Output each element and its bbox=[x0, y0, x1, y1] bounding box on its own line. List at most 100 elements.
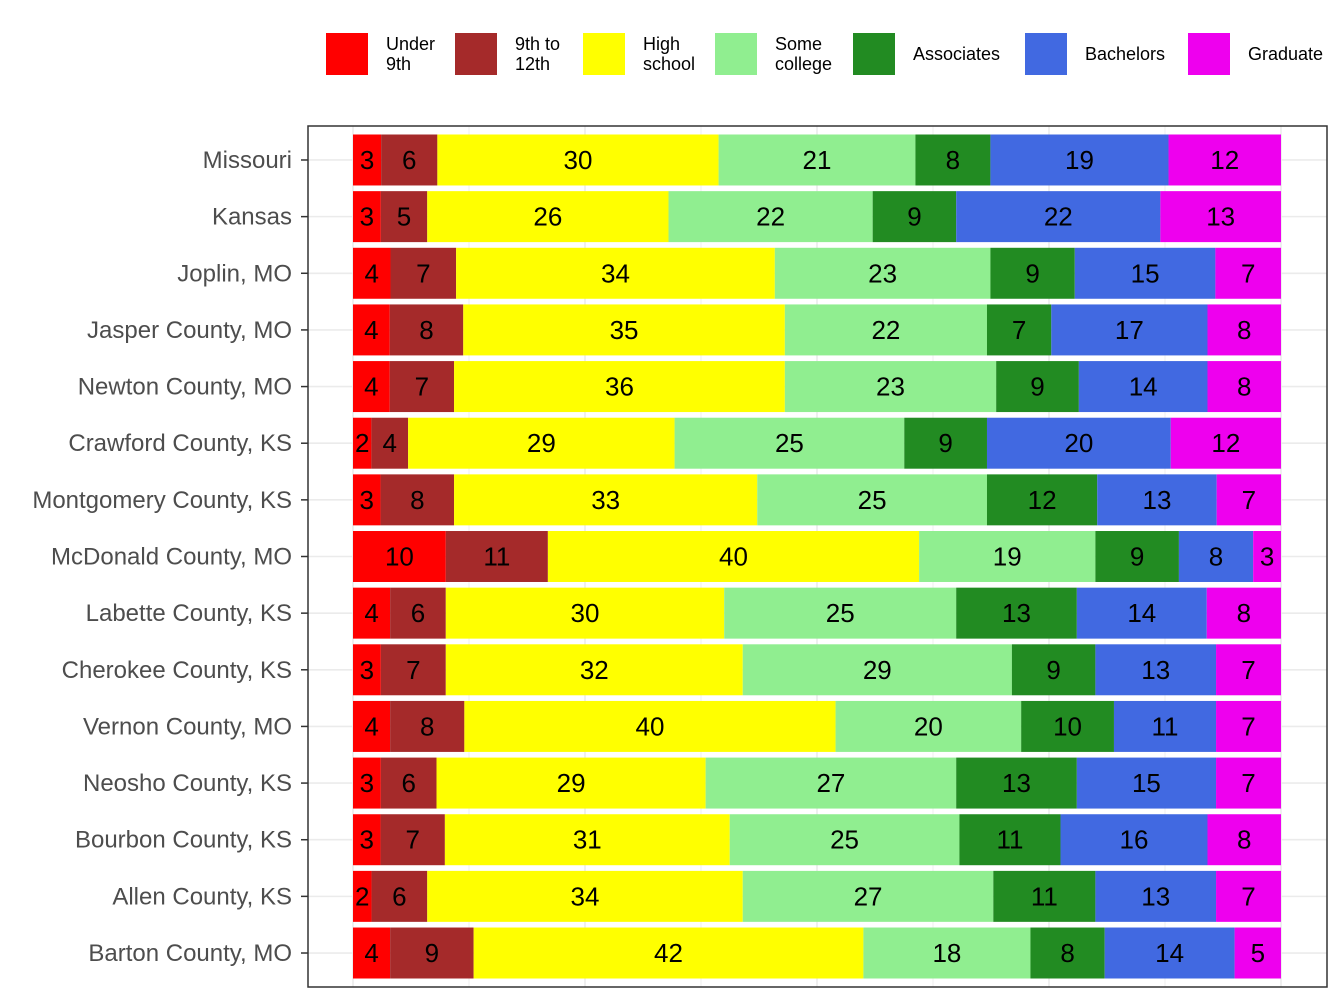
bar-value-label: 34 bbox=[601, 258, 630, 288]
bar-segment bbox=[1011, 644, 1096, 696]
bar-value-label: 13 bbox=[1002, 768, 1031, 798]
legend-label: Bachelors bbox=[1085, 44, 1165, 64]
bar-value-label: 9 bbox=[938, 428, 952, 458]
y-tick-label: McDonald County, MO bbox=[51, 544, 292, 571]
bar-segment bbox=[993, 870, 1096, 922]
bar-segment bbox=[454, 474, 758, 526]
bar-segment bbox=[1113, 700, 1217, 752]
bar-value-label: 4 bbox=[365, 258, 379, 288]
bar-value-label: 25 bbox=[830, 825, 859, 855]
bar-segment bbox=[1253, 531, 1281, 582]
y-tick-label: Bourbon County, KS bbox=[75, 827, 292, 854]
bar-value-label: 20 bbox=[914, 711, 943, 741]
bar-value-label: 14 bbox=[1127, 598, 1156, 628]
bar-value-label: 3 bbox=[360, 655, 374, 685]
bar-segment bbox=[1030, 927, 1105, 979]
bar-segment bbox=[1216, 474, 1281, 526]
bar-segment bbox=[1234, 927, 1281, 979]
bar-segment bbox=[724, 587, 957, 639]
bar-value-label: 7 bbox=[1241, 768, 1255, 798]
bar-value-label: 25 bbox=[858, 485, 887, 515]
bar-segment bbox=[390, 927, 474, 979]
bar-value-label: 2 bbox=[355, 428, 369, 458]
bar-value-label: 12 bbox=[1211, 428, 1240, 458]
bar-segment bbox=[445, 644, 743, 696]
bar-segment bbox=[353, 814, 381, 866]
legend-label: Associates bbox=[913, 44, 1000, 64]
bar-segment bbox=[1160, 191, 1281, 243]
bar-segment bbox=[353, 531, 446, 582]
bar-segment bbox=[390, 700, 465, 752]
bar-value-label: 10 bbox=[1053, 711, 1082, 741]
y-tick-label: Montgomery County, KS bbox=[32, 487, 292, 514]
bar-segment bbox=[353, 191, 381, 243]
bar-value-label: 4 bbox=[364, 598, 378, 628]
bar-segment bbox=[956, 757, 1077, 809]
bar-segment bbox=[1178, 531, 1254, 582]
bar-segment bbox=[547, 531, 920, 582]
y-tick-label: Crawford County, KS bbox=[68, 430, 292, 457]
bar-value-label: 23 bbox=[876, 372, 905, 402]
bar-segment bbox=[381, 134, 438, 186]
bar-value-label: 14 bbox=[1129, 372, 1158, 402]
bar-value-label: 8 bbox=[1237, 372, 1251, 402]
bar-segment bbox=[919, 531, 1096, 582]
bar-value-label: 8 bbox=[410, 485, 424, 515]
bar-segment bbox=[1216, 700, 1281, 752]
bar-segment bbox=[380, 644, 446, 696]
bar-segment bbox=[1095, 644, 1217, 696]
bar-value-label: 7 bbox=[1242, 485, 1256, 515]
bar-value-label: 42 bbox=[654, 938, 683, 968]
bar-value-label: 9 bbox=[425, 938, 439, 968]
bar-value-label: 21 bbox=[803, 145, 832, 175]
legend-key bbox=[326, 33, 368, 75]
bar-value-label: 7 bbox=[1241, 711, 1255, 741]
bar-segment bbox=[1060, 814, 1208, 866]
bar-segment bbox=[445, 531, 548, 582]
y-tick-label: Allen County, KS bbox=[112, 883, 292, 910]
y-tick-label: Missouri bbox=[203, 147, 292, 174]
bar-segment bbox=[380, 474, 455, 526]
bar-value-label: 22 bbox=[756, 202, 785, 232]
bar-value-label: 8 bbox=[420, 711, 434, 741]
bar-segment bbox=[380, 191, 428, 243]
bar-value-label: 25 bbox=[775, 428, 804, 458]
bar-value-label: 15 bbox=[1132, 768, 1161, 798]
bar-value-label: 11 bbox=[1152, 711, 1179, 741]
bar-segment bbox=[904, 417, 987, 469]
bar-value-label: 13 bbox=[1002, 598, 1031, 628]
bar-value-label: 11 bbox=[483, 542, 510, 572]
bar-segment bbox=[718, 134, 916, 186]
bar-value-label: 12 bbox=[1028, 485, 1057, 515]
bar-value-label: 8 bbox=[1209, 542, 1223, 572]
bar-segment bbox=[1207, 814, 1281, 866]
legend-key bbox=[1188, 33, 1230, 75]
legend-key bbox=[1025, 33, 1067, 75]
bar-segment bbox=[353, 474, 381, 526]
bar-value-label: 27 bbox=[854, 881, 883, 911]
bar-value-label: 29 bbox=[863, 655, 892, 685]
bar-segment bbox=[353, 417, 372, 469]
bar-segment bbox=[757, 474, 987, 526]
bar-segment bbox=[445, 587, 725, 639]
bar-value-label: 40 bbox=[719, 542, 748, 572]
bar-value-label: 6 bbox=[392, 881, 406, 911]
bar-value-label: 8 bbox=[946, 145, 960, 175]
bar-segment bbox=[1074, 247, 1216, 299]
bar-value-label: 33 bbox=[591, 485, 620, 515]
bar-segment bbox=[1206, 587, 1281, 639]
bar-value-label: 7 bbox=[406, 655, 420, 685]
bar-value-label: 15 bbox=[1131, 258, 1160, 288]
bar-value-label: 11 bbox=[996, 825, 1023, 855]
y-tick-label: Labette County, KS bbox=[86, 600, 292, 627]
bar-value-label: 3 bbox=[360, 825, 374, 855]
bar-value-label: 8 bbox=[1237, 825, 1251, 855]
bar-value-label: 30 bbox=[564, 145, 593, 175]
bar-value-label: 7 bbox=[405, 825, 419, 855]
bar-segment bbox=[674, 417, 905, 469]
legend-label: High school bbox=[643, 34, 695, 74]
legend-item: High school bbox=[583, 33, 695, 75]
bar-segment bbox=[353, 927, 391, 979]
bar-segment bbox=[668, 191, 873, 243]
bar-segment bbox=[986, 417, 1171, 469]
